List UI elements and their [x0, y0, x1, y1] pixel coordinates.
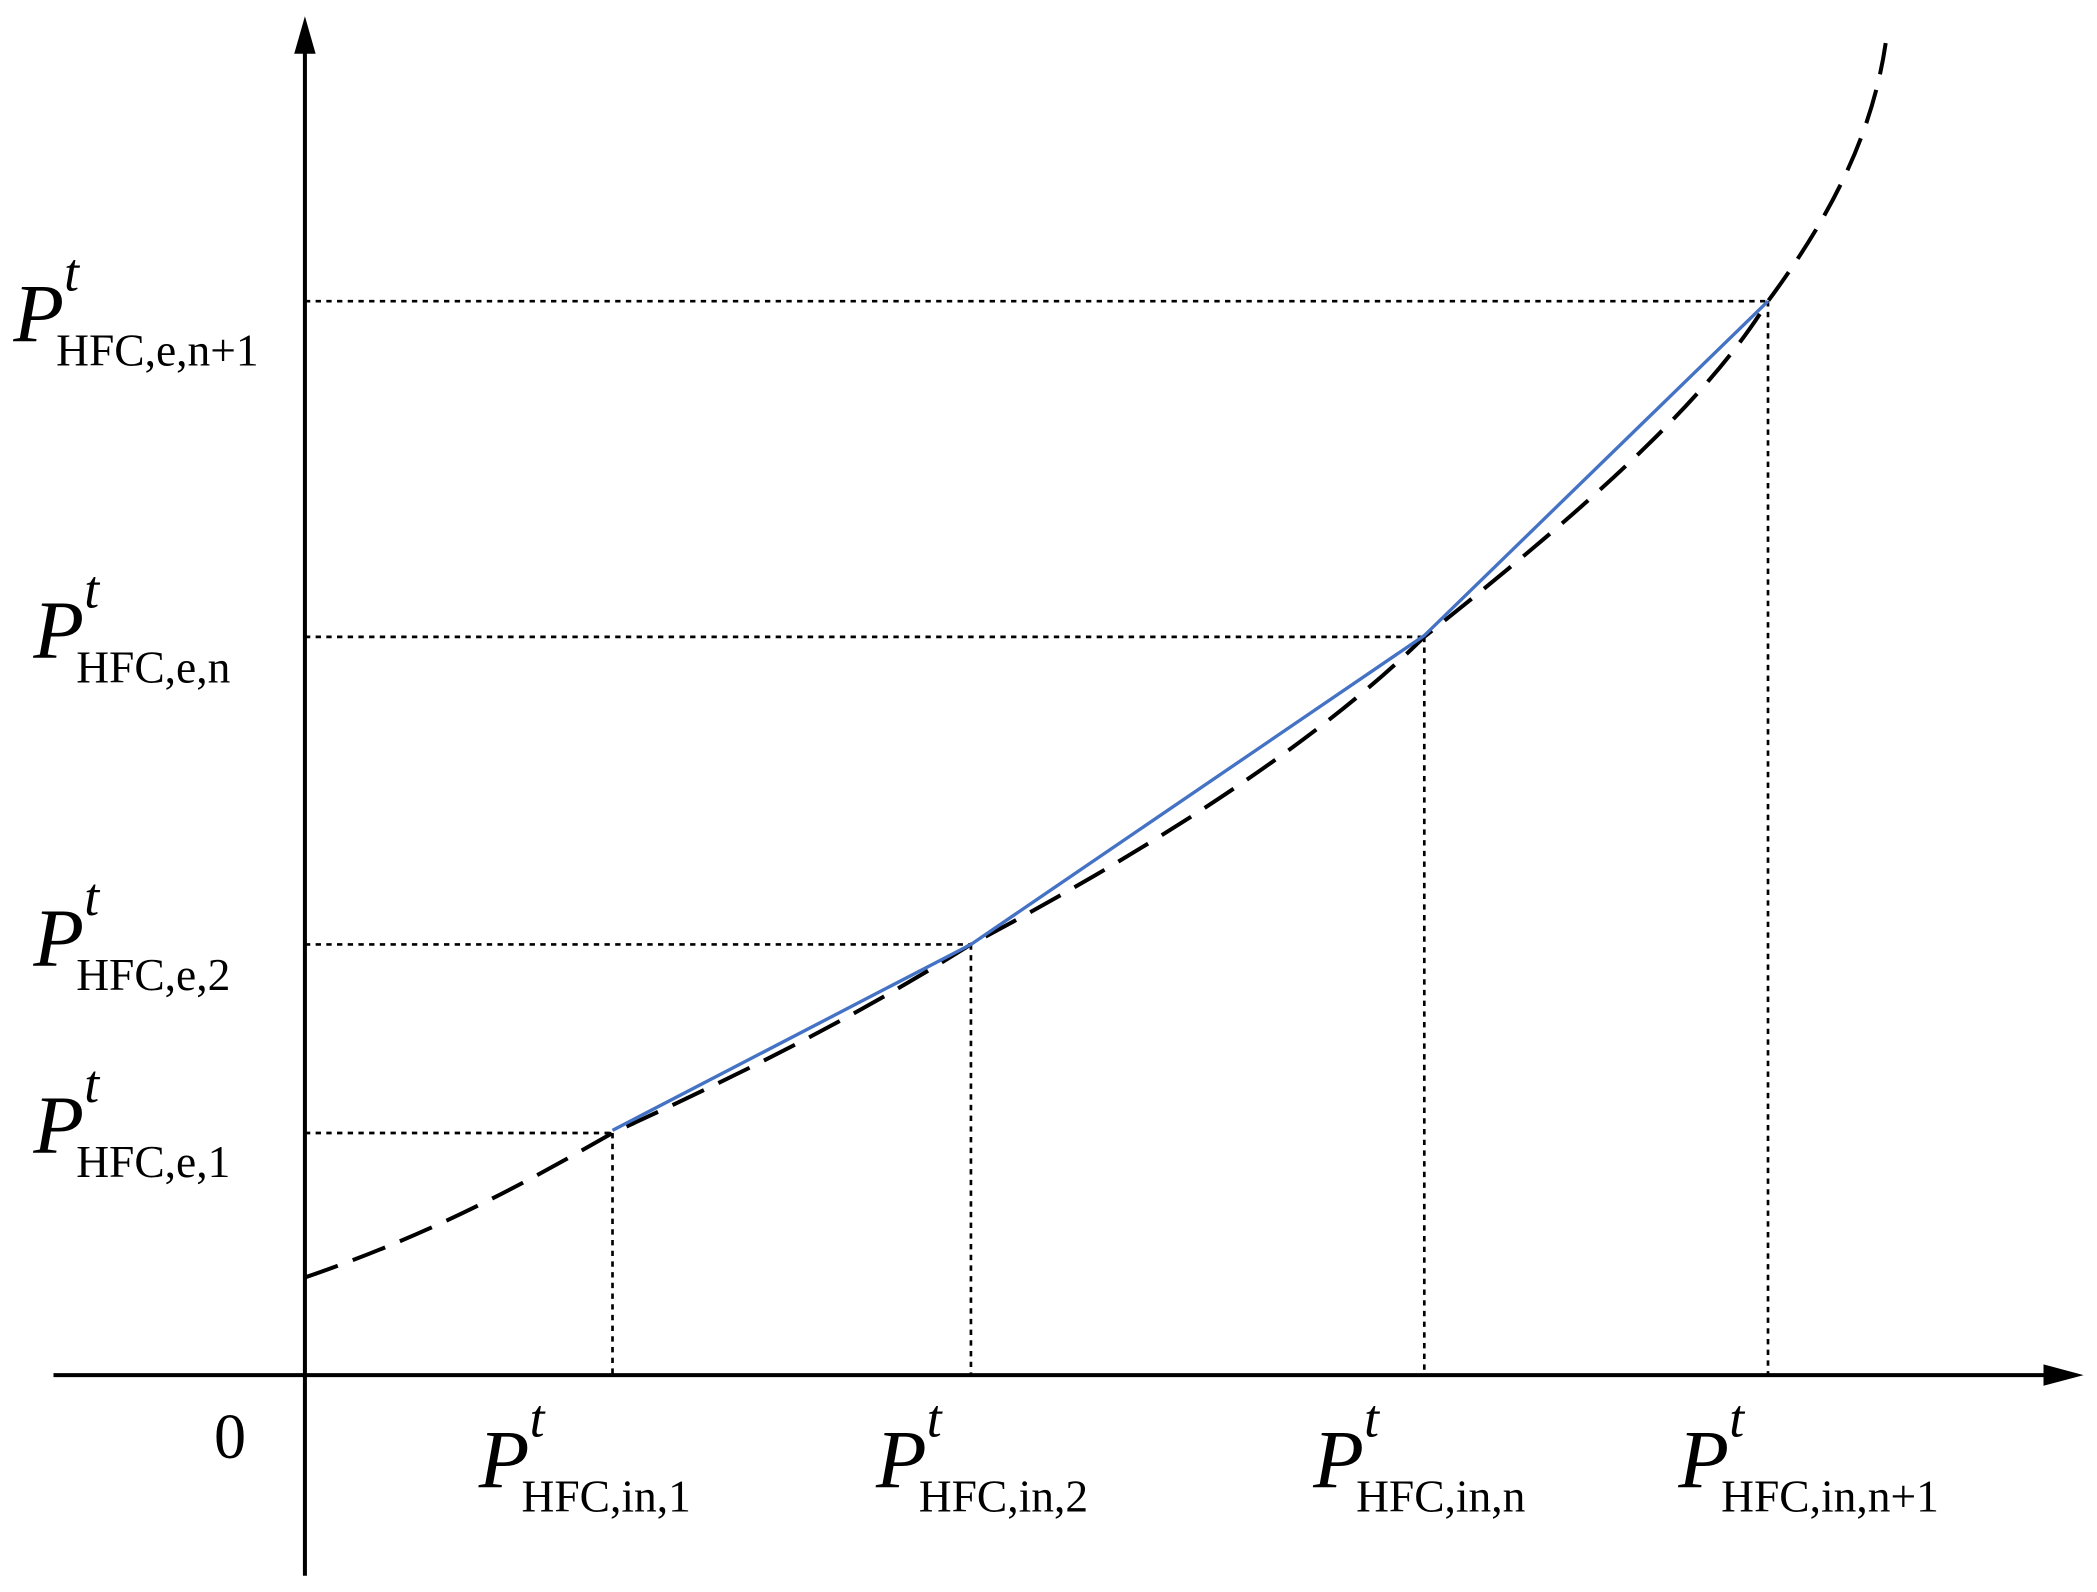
- label-symbol: P: [875, 1413, 927, 1505]
- label-sup: t: [530, 1389, 546, 1449]
- label-symbol: P: [32, 892, 84, 984]
- x-arrow: [2043, 1364, 2084, 1386]
- label-sup: t: [927, 1389, 943, 1449]
- origin-label: 0: [214, 1401, 246, 1472]
- label-symbol: P: [32, 1079, 84, 1171]
- label-sup: t: [84, 1054, 100, 1114]
- label-symbol: P: [1677, 1413, 1729, 1505]
- y-arrow: [294, 16, 316, 54]
- label-symbol: P: [478, 1413, 530, 1505]
- curve: [304, 42, 1888, 1280]
- label-sub: HFC,in,1: [522, 1470, 691, 1521]
- label-sub: HFC,e,n+1: [56, 324, 258, 375]
- label-symbol: P: [12, 267, 64, 359]
- label-sup: t: [84, 559, 100, 619]
- label-sup: t: [1729, 1389, 1745, 1449]
- label-sub: HFC,in,n: [1356, 1470, 1526, 1521]
- label-symbol: P: [32, 584, 84, 676]
- label-sub: HFC,in,2: [919, 1470, 1088, 1521]
- label-sub: HFC,e,1: [76, 1136, 230, 1187]
- label-sup: t: [1364, 1389, 1380, 1449]
- label-sup: t: [64, 242, 80, 302]
- label-sub: HFC,in,n+1: [1721, 1470, 1939, 1521]
- label-sub: HFC,e,n: [76, 641, 230, 692]
- piecewise-line: [611, 299, 1770, 1132]
- label-sup: t: [84, 867, 100, 927]
- guides: [304, 299, 1770, 1376]
- label-symbol: P: [1312, 1413, 1364, 1505]
- label-sub: HFC,e,2: [76, 949, 230, 1000]
